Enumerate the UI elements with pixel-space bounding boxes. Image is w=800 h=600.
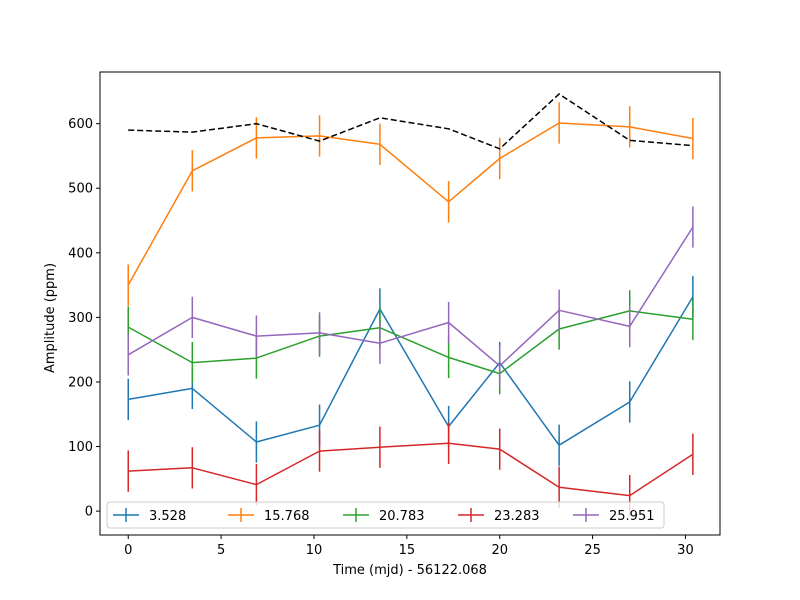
x-axis-label: Time (mjd) - 56122.068 <box>332 563 487 578</box>
plot-area <box>99 71 721 536</box>
legend-item: 23.283 <box>458 508 540 524</box>
legend-item: 15.768 <box>228 508 310 524</box>
y-tick-label: 300 <box>68 311 93 326</box>
legend-label: 23.283 <box>494 509 540 524</box>
y-tick-label: 400 <box>68 246 93 261</box>
legend-label: 15.768 <box>264 509 310 524</box>
legend: 3.528 15.768 20.783 23.283 25.951 <box>106 501 665 529</box>
x-tick-label: 30 <box>677 543 694 558</box>
axes-frame <box>99 71 721 536</box>
y-tick-label: 200 <box>68 375 93 390</box>
y-axis: 0 100 200 300 400 500 600 <box>68 117 100 520</box>
series-line <box>127 226 694 367</box>
x-tick-label: 5 <box>217 543 225 558</box>
y-tick-label: 500 <box>68 182 93 197</box>
reference-line <box>128 93 693 150</box>
y-tick-label: 600 <box>68 117 93 132</box>
legend-label: 25.951 <box>609 509 655 524</box>
legend-label: 20.783 <box>379 509 425 524</box>
y-tick-label: 0 <box>85 505 93 520</box>
legend-label: 3.528 <box>149 509 186 524</box>
series-15.768 <box>127 102 694 306</box>
x-tick-label: 20 <box>491 543 508 558</box>
series-line <box>127 122 694 286</box>
series-23.283 <box>127 422 694 517</box>
x-tick-label: 25 <box>584 543 601 558</box>
series-20.783 <box>127 290 694 395</box>
legend-item: 25.951 <box>573 508 655 524</box>
series-line <box>127 310 693 375</box>
series-3.528 <box>127 276 694 466</box>
series-line <box>128 442 694 497</box>
legend-item: 20.783 <box>343 508 425 524</box>
x-tick-label: 15 <box>399 543 416 558</box>
series-line <box>128 296 694 446</box>
y-tick-label: 100 <box>68 440 93 455</box>
series-25.951 <box>127 206 694 387</box>
legend-box <box>106 501 665 529</box>
x-tick-label: 0 <box>124 543 132 558</box>
y-axis-label: Amplitude (ppm) <box>43 263 58 373</box>
x-tick-label: 10 <box>306 543 323 558</box>
legend-item: 3.528 <box>113 508 186 524</box>
x-axis: 0 5 10 15 20 25 30 <box>124 535 694 558</box>
